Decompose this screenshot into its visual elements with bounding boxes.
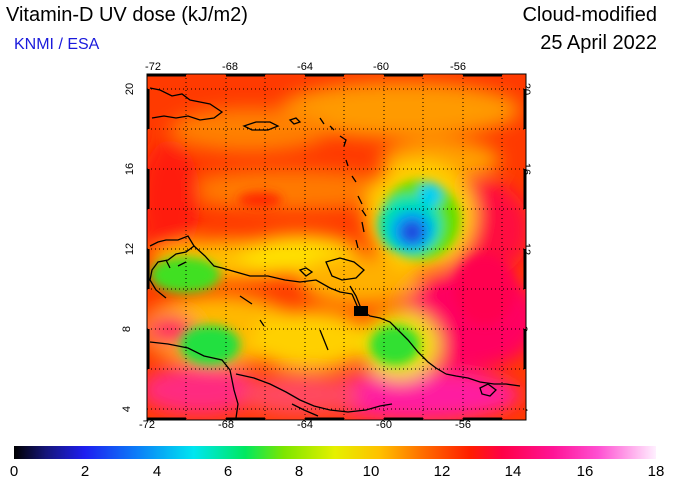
colorbar-label: 12 (433, 463, 451, 480)
colorbar-label: 14 (504, 463, 522, 480)
frame-ticks (146, 73, 527, 421)
colorbar-label: 4 (152, 463, 162, 480)
uv-dose-map (146, 73, 527, 421)
lon-tick-bottom: -64 (297, 419, 313, 431)
source-label: KNMI / ESA (14, 36, 100, 53)
coastlines (149, 87, 521, 419)
product-label: Cloud-modified (522, 4, 657, 26)
colorbar-label: 16 (576, 463, 594, 480)
lon-tick-bottom: -68 (218, 419, 234, 431)
colorbar-label: 0 (9, 463, 19, 480)
colorbar-label: 8 (294, 463, 304, 480)
lon-tick-bottom: -56 (455, 419, 471, 431)
lon-tick-top: -60 (373, 61, 389, 73)
colorbar-label: 18 (647, 463, 665, 480)
lon-tick-top: -72 (145, 61, 161, 73)
lon-tick-bottom: -72 (139, 419, 155, 431)
lon-tick-top: -64 (297, 61, 313, 73)
lon-tick-top: -56 (450, 61, 466, 73)
colorbar-label: 10 (362, 463, 380, 480)
graticule (147, 74, 526, 420)
lon-tick-top: -68 (222, 61, 238, 73)
colorbar-label: 6 (223, 463, 233, 480)
colorbar-label: 2 (80, 463, 90, 480)
map-title: Vitamin-D UV dose (kJ/m2) (6, 4, 248, 26)
date-label: 25 April 2022 (540, 32, 657, 54)
dose-field (147, 74, 526, 420)
lon-tick-bottom: -60 (376, 419, 392, 431)
delta-mark (354, 306, 368, 316)
colorbar (14, 446, 656, 459)
